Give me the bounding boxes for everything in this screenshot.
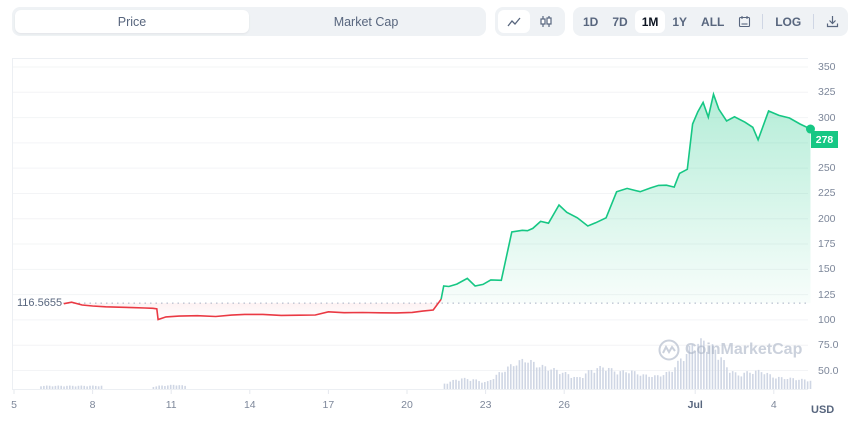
range-1d-button[interactable]: 1D (583, 14, 599, 29)
price-line-down (63, 298, 442, 321)
y-tick-label: 300 (818, 111, 836, 124)
volume-bars (40, 338, 812, 389)
x-tick-label: Jul (687, 399, 703, 411)
line-chart-icon (507, 17, 521, 26)
price-line-up (440, 91, 811, 300)
date-picker-button[interactable] (731, 10, 757, 33)
range-1y-button[interactable]: 1Y (672, 14, 688, 29)
y-tick-label: 75.0 (818, 339, 839, 352)
range-7d-button[interactable]: 7D (612, 14, 628, 29)
currency-label: USD (811, 404, 835, 416)
download-icon (826, 16, 838, 28)
start-price-label: 116.5655 (16, 297, 64, 309)
log-scale-button[interactable]: LOG (775, 14, 802, 29)
download-button[interactable] (819, 10, 845, 33)
watermark-text: CoinMarketCap (685, 341, 803, 358)
candlestick-icon (540, 16, 552, 27)
tab-price[interactable]: Price (15, 10, 249, 33)
x-tick-label: 11 (165, 399, 177, 411)
x-tick-label: 8 (89, 399, 96, 411)
chart-area[interactable] (12, 58, 808, 390)
toolbar-divider (762, 14, 764, 29)
x-tick-label: 14 (243, 399, 256, 411)
x-tick-label: 26 (558, 399, 571, 411)
price-area-down (63, 299, 442, 320)
y-tick-label: 325 (818, 86, 836, 99)
y-tick-label: 350 (818, 61, 836, 73)
price-area-up (441, 94, 811, 304)
range-toolbar: 1D 7D 1M 1Y ALL LOG (573, 7, 848, 36)
price-marketcap-tabs: Price Market Cap (12, 7, 486, 36)
toolbar-divider (813, 14, 815, 29)
range-all-button[interactable]: ALL (701, 14, 725, 29)
y-tick-label: 100 (818, 313, 836, 326)
y-tick-label: 225 (818, 187, 836, 200)
watermark: CoinMarketCap (658, 339, 802, 361)
y-tick-label: 50.0 (818, 364, 839, 377)
x-tick-label: 4 (770, 399, 777, 411)
tab-market-cap[interactable]: Market Cap (333, 14, 399, 29)
candlestick-button[interactable] (530, 10, 562, 33)
calendar-icon (738, 16, 750, 28)
x-tick-label: 20 (401, 399, 413, 411)
coinmarketcap-logo-icon (658, 339, 680, 361)
y-tick-label: 175 (818, 238, 836, 251)
chart-type-toggle (495, 7, 565, 36)
y-tick-label: 125 (818, 288, 836, 301)
x-tick-label: 5 (11, 399, 17, 411)
x-tick-label: 17 (322, 399, 335, 411)
range-1m-button[interactable]: 1M (634, 10, 666, 33)
line-chart-button[interactable] (498, 10, 530, 33)
y-tick-label: 150 (818, 263, 836, 276)
y-tick-label: 200 (818, 212, 836, 225)
x-tick-label: 23 (479, 399, 492, 411)
y-tick-label: 250 (818, 162, 836, 175)
current-price-badge: 278 (811, 131, 838, 148)
